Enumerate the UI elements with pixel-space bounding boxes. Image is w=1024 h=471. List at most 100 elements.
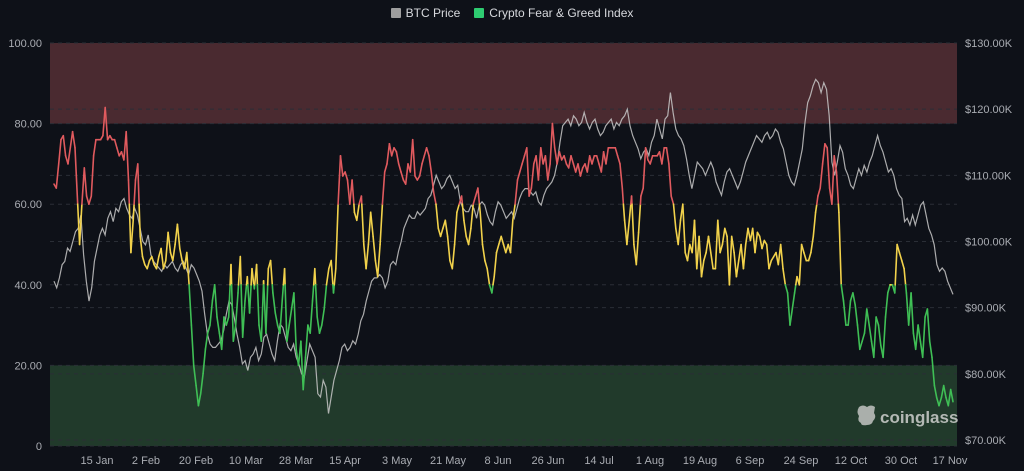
fear-greed-segment [116,147,120,157]
fear-greed-segment [288,308,293,326]
fear-greed-segment [492,275,496,286]
left-tick-label: 60.00 [14,199,42,211]
legend-item-fear-greed[interactable]: Crypto Fear & Greed Index [474,6,633,20]
fear-greed-segment [556,151,561,165]
fear-greed-segment [360,203,365,246]
fear-greed-segment [721,227,726,246]
fear-greed-segment [248,283,252,314]
fear-greed-segment [833,155,838,173]
fear-greed-segment [856,324,861,351]
fear-greed-segment [672,203,677,230]
fear-greed-segment [495,243,500,254]
fear-greed-segment [500,235,505,246]
fear-greed-segment [782,267,787,286]
fear-greed-segment [314,283,319,318]
x-axis-dates: 15 Jan 2 Feb 20 Feb 10 Mar 28 Mar 15 Apr 3 May… [80,455,967,467]
fear-greed-segment [192,364,197,387]
fear-greed-segment [240,283,244,339]
fear-greed-segment [213,283,218,318]
fear-greed-segment [826,147,831,189]
legend: BTC Price Crypto Fear & Greed Index [0,6,1024,20]
fear-greed-segment [877,324,882,347]
fear-greed-segment [549,122,554,165]
fear-greed-segment [910,292,915,335]
fear-greed-segment [444,219,449,238]
fear-greed-segment [397,163,402,173]
fear-greed-segment [130,219,134,254]
fear-greed-segment [237,283,240,294]
right-tick-label: $70.00K [965,435,1007,447]
fear-greed-segment [719,243,724,254]
fear-greed-swatch-icon [474,8,485,18]
legend-item-btc-price[interactable]: BTC Price [390,6,460,20]
fear-greed-segment [477,187,481,205]
fear-greed-segment [903,267,907,286]
fear-greed-segment [570,155,575,165]
fear-greed-segment [938,396,943,407]
fear-greed-segment [279,300,284,335]
fear-greed-segment [768,259,773,270]
fear-greed-segment [947,388,952,407]
fear-greed-segment [847,300,852,326]
fear-greed-segment [179,247,183,262]
coinglass-watermark: coinglass [857,405,958,427]
fear-greed-segment [730,235,735,254]
fear-greed-segment [113,138,118,149]
fear-greed-segment [631,203,635,246]
fear-greed-segment [521,155,526,165]
fear-greed-segment [425,147,430,157]
fear-greed-segment [460,195,464,205]
fear-greed-segment [530,163,535,189]
fear-greed-segment [81,167,86,205]
fear-greed-segment [600,151,605,173]
fear-greed-segment [461,203,465,222]
fear-greed-segment [390,147,395,157]
right-tick-label: $120.00K [965,104,1013,116]
fear-greed-segment [831,155,836,205]
fear-greed-segment [246,275,249,286]
fear-greed-segment [865,308,871,326]
fear-greed-segment [199,372,204,395]
x-tick-label: 17 Nov [933,455,968,467]
fear-greed-segment [842,300,847,326]
fear-greed-segment [388,143,393,157]
left-tick-label: 80.00 [14,119,42,131]
fear-greed-segment [509,219,514,254]
fear-greed-segment [714,219,719,270]
fear-greed-segment [376,243,381,278]
fear-greed-segment [728,235,733,286]
fear-greed-segment [586,155,591,173]
fear-greed-segment [141,255,146,266]
fear-greed-segment [127,179,131,205]
fear-greed-segment [265,283,269,335]
fear-greed-segment [470,203,475,230]
fear-greed-segment [814,203,818,214]
fear-greed-segment [709,251,714,270]
fear-greed-segment [232,324,237,343]
fear-greed-segment [868,324,873,343]
fear-greed-segment [451,243,456,270]
fear-greed-segment [372,235,377,262]
fear-greed-segment [511,203,516,222]
fear-greed-segment [800,243,805,254]
fear-greed-segment [334,203,339,270]
fear-greed-segment [791,292,796,310]
fear-greed-segment [55,163,60,189]
fear-greed-segment [733,251,738,278]
fear-greed-segment [803,251,808,262]
fear-greed-segment [176,223,181,250]
fear-greed-segment [894,243,898,286]
fear-greed-segment [225,316,230,326]
fear-greed-segment [155,255,160,270]
fear-greed-segment [351,179,355,205]
fear-greed-segment [577,163,582,177]
fear-greed-segment [518,163,523,173]
fear-greed-segment [367,211,372,246]
fear-greed-segment [686,243,691,262]
fear-greed-segment [167,231,172,254]
x-tick-label: 15 Jan [80,455,113,467]
fear-greed-segment [128,203,132,254]
fear-greed-segment [817,187,822,197]
